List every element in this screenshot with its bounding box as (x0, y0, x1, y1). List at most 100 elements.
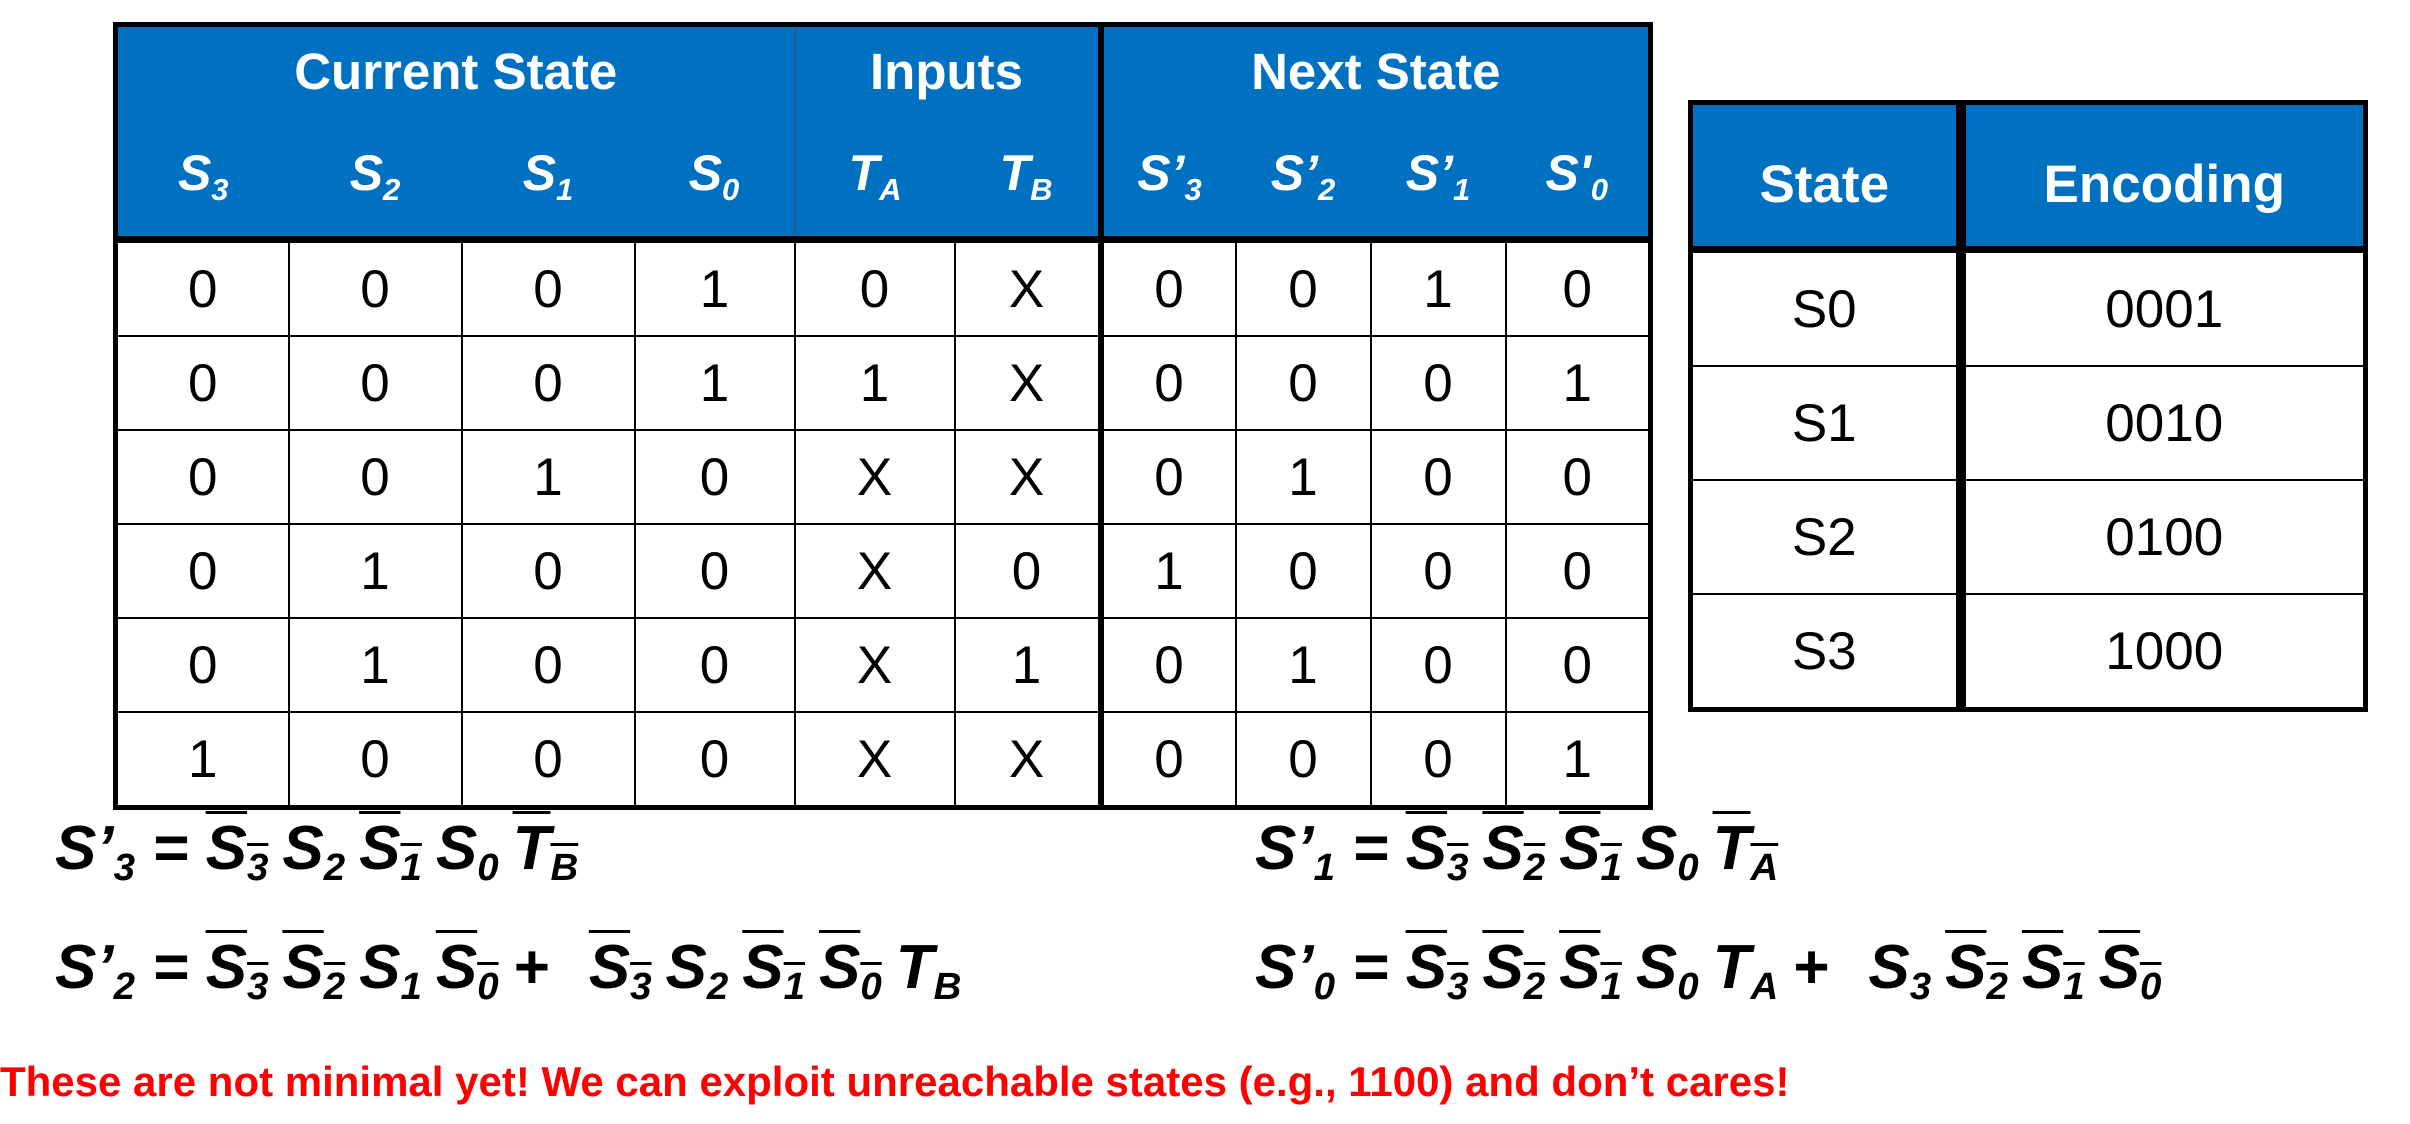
state-encoding-table: State Encoding S0 0001 S1 0010 S2 0100 S3 1000 (1688, 100, 2368, 712)
table-cell: 1 (953, 617, 1104, 713)
table-cell: 0 (1504, 523, 1652, 619)
table-cell: X (953, 335, 1104, 431)
column-header-base: S (688, 144, 723, 201)
table-cell: X (953, 429, 1104, 525)
table-cell: 1 (1504, 711, 1652, 809)
equation-term: S3 (588, 933, 652, 1006)
table-cell: 0 (633, 711, 796, 809)
table-cell: 0 (114, 429, 290, 525)
column-header-base: S (349, 144, 384, 201)
term-base: S (205, 933, 247, 1002)
equals-sign: = (134, 933, 206, 1002)
term-base: S (742, 933, 784, 1002)
term-sub: 2 (323, 845, 346, 889)
plus-sign: + (1792, 933, 1829, 1002)
term-sub: 2 (706, 964, 729, 1008)
table-cell: X (953, 238, 1104, 337)
equation-term: S0 (819, 933, 882, 1006)
column-header-1: S2 (288, 115, 462, 243)
term-base: S (205, 814, 247, 883)
equation-term: S1 (359, 933, 422, 1006)
table-cell: 0 (287, 335, 463, 431)
column-header-sub: 2 (383, 171, 401, 207)
equation-lhs: S’ (1255, 933, 1314, 1002)
table-cell: 1 (1234, 429, 1372, 525)
column-header-2: S1 (461, 115, 635, 243)
term-sub: 2 (323, 964, 346, 1008)
table-cell: 0 (114, 335, 290, 431)
equation-s0-next: S’0 = S3 S2 S1 S0 TA + S3 S2 S1 S0 (1255, 937, 2175, 1006)
state-name-cell: S0 (1690, 249, 1966, 367)
term-base: T (1712, 933, 1751, 1002)
table-cell: X (793, 523, 956, 619)
encoding-row: S3 1000 (1690, 594, 2366, 711)
equals-sign: = (134, 814, 206, 883)
term-sub: 3 (1447, 964, 1469, 1008)
table-cell: 0 (1099, 238, 1237, 337)
table-cell: 0 (460, 238, 636, 337)
column-header-base: S’ (1405, 144, 1454, 201)
column-header-sub: B (1030, 171, 1053, 207)
encoding-rows: S0 0001 S1 0010 S2 0100 S3 1000 (1690, 249, 2366, 711)
state-encoding-cell: 1000 (1960, 594, 2366, 711)
equation-s2-next: S’2 = S3 S2 S1 S0 + S3 S2 S1 S0 TB (55, 937, 975, 1006)
equation-term: S2 (282, 814, 345, 887)
term-sub: 1 (400, 964, 422, 1008)
table-cell: 0 (460, 617, 636, 713)
column-header-base: S’ (1270, 144, 1319, 201)
column-header-sub: 1 (1453, 171, 1471, 207)
equation-term: S0 (2098, 933, 2162, 1006)
term-base: S (359, 933, 401, 1002)
term-sub: 0 (2139, 964, 2162, 1008)
equation-term: S0 (436, 933, 499, 1006)
term-sub: 3 (630, 964, 652, 1008)
table-cell: 1 (633, 335, 796, 431)
term-base: S (1559, 933, 1601, 1002)
column-header-base: S (522, 144, 557, 201)
table-cell: 0 (1504, 238, 1652, 337)
table-cell: X (793, 711, 956, 809)
term-base: T (895, 933, 934, 1002)
term-base: S (1635, 933, 1678, 1002)
table-cell: 1 (1234, 617, 1372, 713)
term-sub: 0 (1677, 964, 1699, 1008)
term-base: S (2098, 933, 2140, 1002)
encoding-row: S0 0001 (1690, 249, 2366, 367)
equation-term: S3 (1405, 814, 1469, 887)
term-base: S (435, 814, 478, 883)
table-cell: 0 (1099, 711, 1237, 809)
table-cell: 1 (633, 238, 796, 337)
term-sub: 1 (400, 845, 422, 889)
equation-term: S1 (742, 933, 805, 1006)
group-header-row: Current State Inputs Next State (115, 24, 1651, 115)
term-base: T (1712, 814, 1751, 883)
equation-term: S1 (359, 814, 422, 887)
equation-lhs-sub: 3 (113, 845, 135, 889)
column-header-sub: 2 (1318, 171, 1336, 207)
term-sub: 2 (1523, 845, 1546, 889)
column-header-sub: 3 (1184, 171, 1202, 207)
equation-term: TA (1712, 933, 1779, 1006)
table-cell: 0 (633, 429, 796, 525)
column-header-3: S0 (634, 115, 796, 243)
equation-term: S3 (205, 933, 269, 1006)
equation-term: S0 (1635, 933, 1699, 1006)
table-cell: 0 (953, 523, 1104, 619)
term-sub: 1 (2063, 964, 2085, 1008)
term-base: S (1405, 814, 1447, 883)
term-base: S (282, 933, 324, 1002)
equation-term: S0 (435, 814, 499, 887)
equation-lhs: S’ (55, 933, 114, 1002)
state-name-cell: S1 (1690, 366, 1966, 481)
term-sub: 1 (1600, 845, 1622, 889)
table-cell: 0 (114, 238, 290, 337)
table-cell: 0 (1099, 429, 1237, 525)
equation-term: S3 (1868, 933, 1931, 1006)
equation-term: S2 (666, 933, 729, 1006)
term-base: S (588, 933, 631, 1002)
state-name-cell: S2 (1690, 480, 1966, 595)
equation-term: TA (1712, 814, 1779, 887)
header-current-state: Current State (115, 24, 796, 115)
